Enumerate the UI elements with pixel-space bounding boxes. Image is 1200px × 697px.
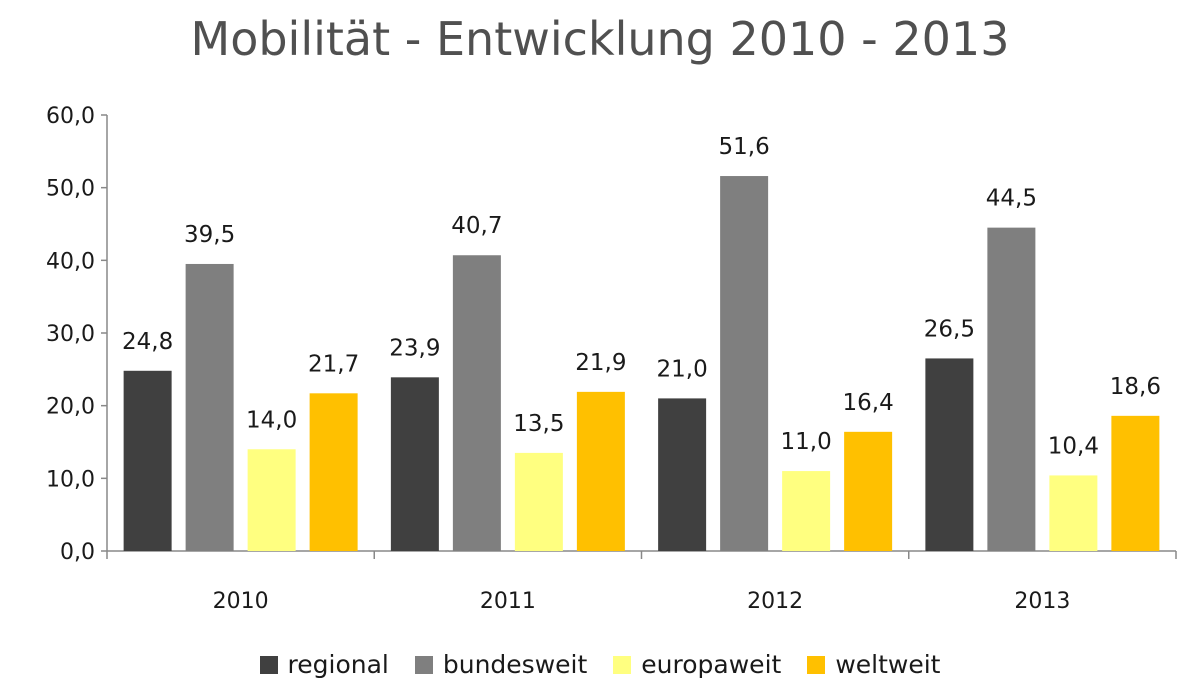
bar-bundesweit-2013 xyxy=(987,227,1036,551)
data-label: 21,7 xyxy=(308,351,359,377)
data-label: 11,0 xyxy=(781,429,832,455)
legend-item-weltweit: weltweit xyxy=(807,650,940,679)
data-label: 21,9 xyxy=(575,350,626,376)
data-label: 40,7 xyxy=(451,213,502,239)
legend-label: bundesweit xyxy=(442,650,588,679)
bar-weltweit-2010 xyxy=(309,393,358,551)
x-tick-label: 2010 xyxy=(213,589,269,614)
y-tick-label: 60,0 xyxy=(46,104,95,129)
data-label: 16,4 xyxy=(843,390,894,416)
y-tick-label: 50,0 xyxy=(46,177,95,202)
legend: regional bundesweit europaweit weltweit xyxy=(0,650,1200,679)
data-label: 13,5 xyxy=(513,411,564,437)
bar-regional-2010 xyxy=(123,370,172,551)
data-label: 18,6 xyxy=(1110,374,1161,400)
legend-swatch xyxy=(613,655,632,674)
y-tick-label: 10,0 xyxy=(46,467,95,492)
bar-weltweit-2011 xyxy=(576,391,625,551)
bar-regional-2011 xyxy=(390,377,439,551)
y-tick-label: 20,0 xyxy=(46,395,95,420)
bar-bundesweit-2011 xyxy=(452,255,501,551)
bar-weltweit-2013 xyxy=(1111,415,1160,551)
bar-regional-2012 xyxy=(658,398,707,551)
legend-label: weltweit xyxy=(835,650,941,679)
legend-item-europaweit: europaweit xyxy=(613,650,781,679)
data-label: 10,4 xyxy=(1048,433,1099,459)
bar-europaweit-2012 xyxy=(782,471,831,551)
data-label: 44,5 xyxy=(986,186,1037,212)
legend-label: regional xyxy=(287,650,389,679)
data-label: 39,5 xyxy=(184,222,235,248)
x-tick-label: 2011 xyxy=(480,589,536,614)
data-label: 51,6 xyxy=(719,134,770,160)
data-label: 23,9 xyxy=(389,335,440,361)
x-tick-label: 2012 xyxy=(747,589,803,614)
bar-bundesweit-2010 xyxy=(185,263,234,551)
x-tick-label: 2013 xyxy=(1014,589,1070,614)
legend-swatch xyxy=(807,655,826,674)
data-label: 14,0 xyxy=(246,407,297,433)
bar-weltweit-2012 xyxy=(844,431,893,551)
data-label: 24,8 xyxy=(122,329,173,355)
legend-swatch xyxy=(259,655,278,674)
legend-label: europaweit xyxy=(641,650,782,679)
chart-title: Mobilität - Entwicklung 2010 - 2013 xyxy=(190,12,1010,66)
y-tick-label: 30,0 xyxy=(46,322,95,347)
bar-europaweit-2011 xyxy=(514,452,563,551)
y-tick-label: 0,0 xyxy=(60,540,95,565)
bar-europaweit-2013 xyxy=(1049,475,1098,551)
data-label: 21,0 xyxy=(657,356,708,382)
y-tick-label: 40,0 xyxy=(46,249,95,274)
bar-regional-2013 xyxy=(925,358,974,551)
bar-bundesweit-2012 xyxy=(720,176,769,552)
legend-swatch xyxy=(414,655,433,674)
bar-europaweit-2010 xyxy=(247,449,296,551)
data-label: 26,5 xyxy=(924,316,975,342)
legend-item-regional: regional xyxy=(259,650,389,679)
legend-item-bundesweit: bundesweit xyxy=(414,650,588,679)
